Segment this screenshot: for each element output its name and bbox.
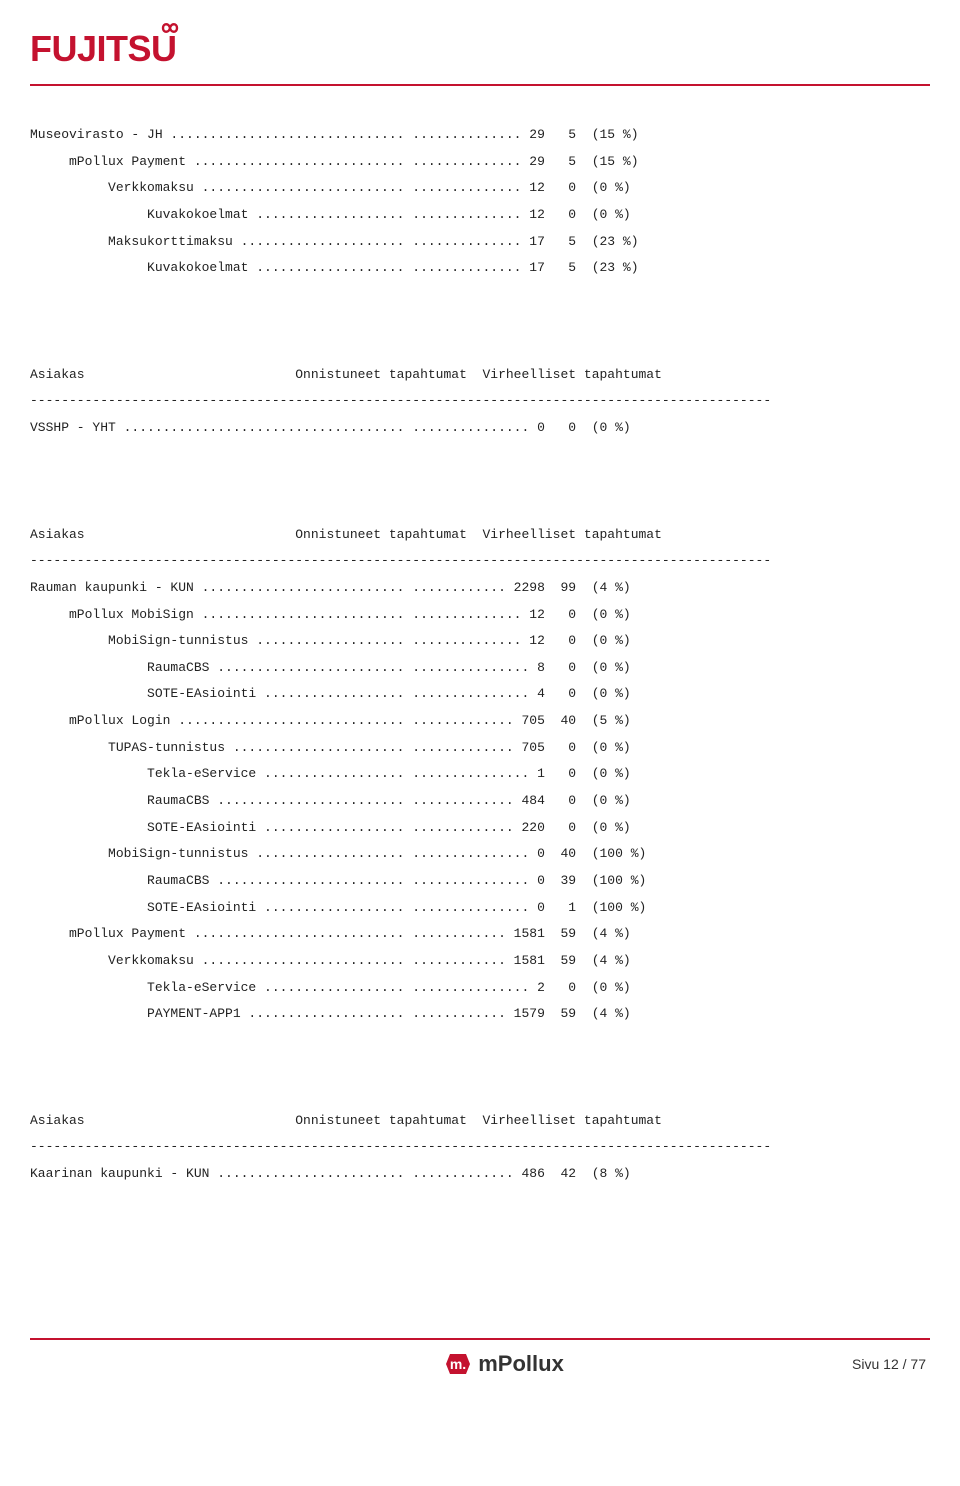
footer-divider [30, 1338, 930, 1340]
brand-logo-text: FUJITSU [30, 28, 177, 70]
footer: m. mPollux Sivu 12 / 77 [30, 1338, 930, 1378]
svg-text:m.: m. [450, 1356, 466, 1372]
document-page: FUJITSU Museovirasto - JH ..............… [0, 0, 960, 1398]
page-number: Sivu 12 / 77 [852, 1356, 926, 1372]
footer-logo: m. mPollux [442, 1350, 564, 1378]
footer-logo-label: mPollux [478, 1351, 564, 1377]
brand-logo-label: FUJITSU [30, 28, 177, 69]
report-body: Museovirasto - JH ......................… [30, 122, 930, 1188]
mpollux-icon: m. [442, 1350, 474, 1378]
infinity-icon [157, 18, 183, 38]
header-divider [30, 84, 930, 86]
brand-logo: FUJITSU [30, 28, 930, 70]
